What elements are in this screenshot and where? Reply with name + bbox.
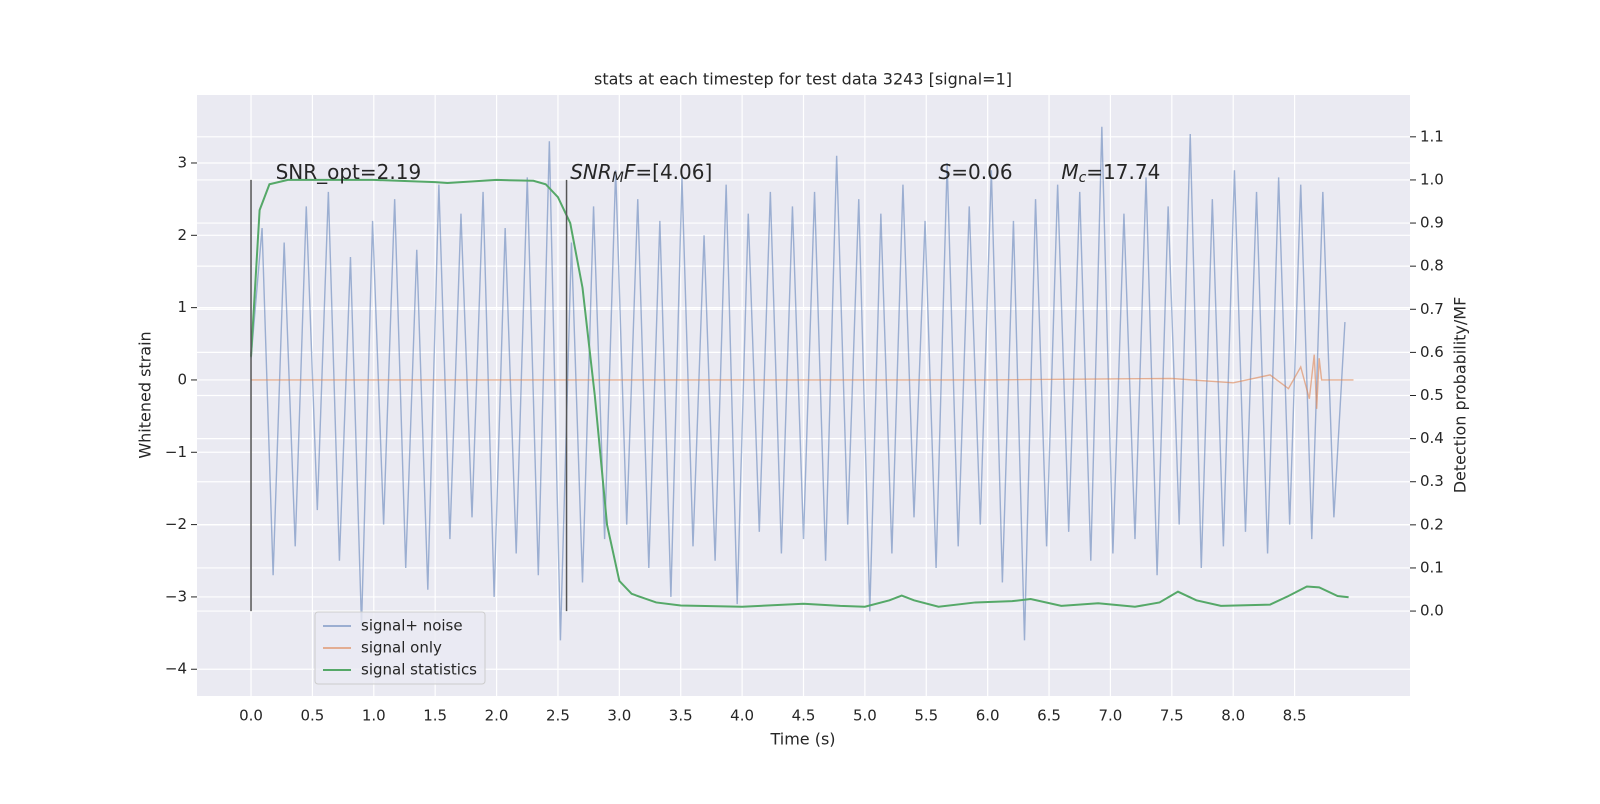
chart-title: stats at each timestep for test data 324… <box>594 70 1012 89</box>
legend-label: signal statistics <box>361 661 477 679</box>
annotation-part: SNR <box>570 160 612 184</box>
series-line <box>250 126 1346 641</box>
y-tick-label: 0 <box>177 370 187 388</box>
series-line <box>250 178 1349 608</box>
y-tick-label: −3 <box>165 587 187 605</box>
x-tick-label: 4.0 <box>730 707 754 725</box>
x-tick-label: 7.0 <box>1099 707 1123 725</box>
x-axis-label: Time (s) <box>769 730 835 749</box>
y2-tick-label: 0.8 <box>1420 257 1444 275</box>
annotation-part: =0.06 <box>951 160 1012 184</box>
annotation: SNRMF=[4.06] <box>570 160 712 187</box>
x-tick-label: 3.0 <box>607 707 631 725</box>
y2-tick-label: 0.9 <box>1420 214 1444 232</box>
x-tick-label: 0.5 <box>300 707 324 725</box>
y-tick-label: 1 <box>177 298 187 316</box>
y2-tick-label: 0.2 <box>1420 515 1444 533</box>
annotation-part: SNR_opt=2.19 <box>276 160 422 184</box>
y-tick-label: −2 <box>165 515 187 533</box>
annotation-part: F <box>624 160 636 184</box>
x-tick-label: 6.5 <box>1037 707 1061 725</box>
annotation: S=0.06 <box>939 160 1013 184</box>
y2-tick-label: 0.0 <box>1420 602 1444 620</box>
y-tick-label: 3 <box>177 153 187 171</box>
x-tick-label: 8.5 <box>1283 707 1307 725</box>
x-tick-label: 5.0 <box>853 707 877 725</box>
y-axis-label: Whitened strain <box>136 331 155 458</box>
annotation-part: =17.74 <box>1086 160 1160 184</box>
annotation-part: c <box>1079 170 1087 186</box>
annotation: SNR_opt=2.19 <box>276 160 422 184</box>
x-tick-label: 2.0 <box>485 707 509 725</box>
annotation-part: M <box>612 170 624 186</box>
x-tick-label: 7.5 <box>1160 707 1184 725</box>
x-tick-label: 5.5 <box>914 707 938 725</box>
grid <box>197 95 1410 696</box>
x-tick-label: 3.5 <box>669 707 693 725</box>
x-tick-label: 8.0 <box>1221 707 1245 725</box>
annotation-part: =[4.06] <box>635 160 712 184</box>
annotation-part: S <box>939 160 952 184</box>
series-line <box>251 354 1354 409</box>
y2-tick-label: 0.7 <box>1420 300 1444 318</box>
y2-tick-label: 0.6 <box>1420 343 1444 361</box>
y2-tick-label: 1.0 <box>1420 170 1444 188</box>
annotation: Mc=17.74 <box>1061 160 1160 187</box>
y2-tick-label: 0.3 <box>1420 472 1444 490</box>
x-tick-label: 1.5 <box>423 707 447 725</box>
y2-tick-label: 0.4 <box>1420 429 1444 447</box>
x-tick-label: 2.5 <box>546 707 570 725</box>
legend: signal+ noise signal only signal statistic… <box>314 611 486 685</box>
legend-box <box>314 611 486 685</box>
x-tick-label: 0.0 <box>239 707 263 725</box>
y-tick-label: −1 <box>165 443 187 461</box>
x-tick-label: 4.5 <box>792 707 816 725</box>
y-tick-label: 2 <box>177 226 187 244</box>
y2-axis-label: Detection probability/MF <box>1451 297 1470 494</box>
foreground: 0.0 0.5 1.0 1.5 2.0 2.5 3.0 3.5 4.0 4.5 5.0 5.5 6.0 6… <box>165 127 1444 724</box>
legend-label: signal+ noise <box>361 617 463 635</box>
x-tick-label: 6.0 <box>976 707 1000 725</box>
y2-tick-label: 0.1 <box>1420 558 1444 576</box>
y2-tick-label: 1.1 <box>1420 127 1444 145</box>
y2-tick-label: 0.5 <box>1420 386 1444 404</box>
x-tick-label: 1.0 <box>362 707 386 725</box>
y-tick-label: −4 <box>165 660 187 678</box>
marks <box>250 126 1354 641</box>
annotation-part: M <box>1061 160 1078 184</box>
legend-label: signal only <box>361 639 442 657</box>
